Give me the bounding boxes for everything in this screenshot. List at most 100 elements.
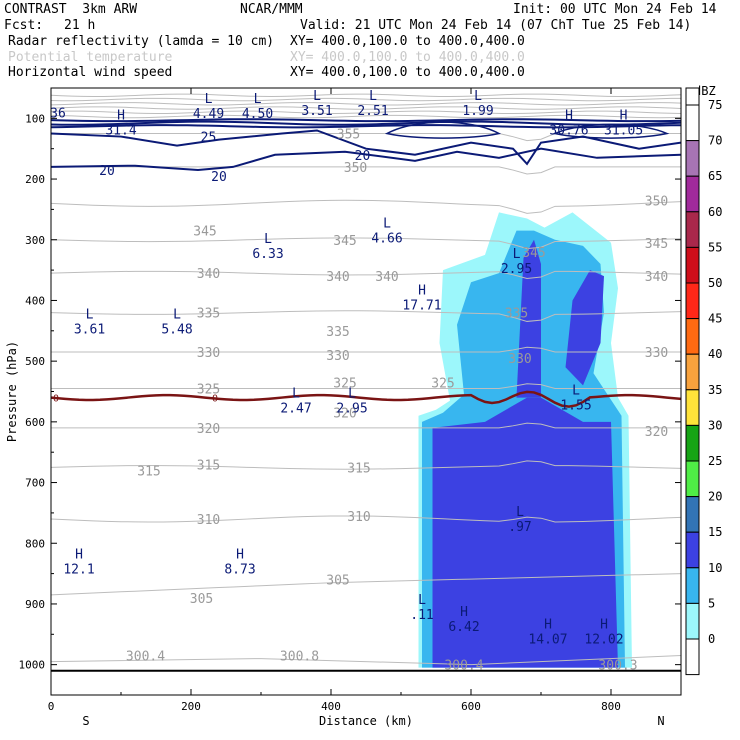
extremum-type-label: L bbox=[254, 92, 262, 107]
extremum-type-label: H bbox=[620, 109, 628, 124]
wind-speed-label: 20 bbox=[211, 170, 227, 185]
theta-contour bbox=[51, 310, 681, 322]
extremum-value-label: 3.51 bbox=[301, 104, 332, 119]
theta-label: 325 bbox=[333, 376, 356, 391]
init-time: Init: 00 UTC Mon 24 Feb 14 bbox=[513, 2, 717, 17]
field-xy-reflectivity: XY= 400.0,100.0 to 400.0,400.0 bbox=[290, 34, 525, 49]
y-tick-label: 500 bbox=[25, 355, 45, 368]
theta-contour bbox=[51, 515, 681, 523]
theta-label: 310 bbox=[197, 513, 220, 528]
colorbar-level-label: 0 bbox=[708, 632, 715, 646]
theta-label: 340 bbox=[326, 270, 349, 285]
extremum-value-label: 12.1 bbox=[63, 562, 94, 577]
colorbar-level-label: 70 bbox=[708, 134, 722, 148]
reflectivity-10dbz bbox=[422, 230, 625, 668]
theta-contour-upper bbox=[51, 93, 681, 97]
extremum-type-label: L bbox=[264, 232, 272, 247]
colorbar-level-label: 30 bbox=[708, 418, 722, 432]
field-name-theta: Potential temperature bbox=[8, 50, 173, 65]
theta-label: 305 bbox=[190, 592, 213, 607]
extremum-value-label: 2.51 bbox=[357, 104, 388, 119]
x-axis-north-label: N bbox=[657, 714, 664, 728]
plot-frame bbox=[50, 87, 682, 696]
colorbar-level-label: 25 bbox=[708, 454, 722, 468]
x-axis-label: Distance (km) bbox=[319, 714, 413, 728]
colorbar-level-label: 10 bbox=[708, 561, 722, 575]
colorbar-swatch bbox=[685, 353, 700, 391]
extremum-value-label: 5.48 bbox=[161, 323, 192, 338]
wind-jet-contour bbox=[51, 124, 681, 129]
x-tick-label: 800 bbox=[601, 700, 621, 713]
forecast-label: Fcst: bbox=[4, 18, 44, 33]
colorbar-level-label: 50 bbox=[708, 276, 722, 290]
theta-contour bbox=[51, 346, 681, 353]
extremum-type-label: L bbox=[383, 217, 391, 232]
colorbar-level-label: 45 bbox=[708, 312, 722, 326]
theta-label: 335 bbox=[197, 307, 220, 322]
extremum-type-label: H bbox=[75, 547, 83, 562]
colorbar-level-label: 55 bbox=[708, 240, 722, 254]
theta-contour-upper bbox=[51, 102, 681, 106]
x-tick-label: 600 bbox=[461, 700, 481, 713]
extremum-type-label: L bbox=[173, 308, 181, 323]
y-tick-label: 900 bbox=[25, 598, 45, 611]
theta-contour bbox=[51, 133, 681, 142]
colorbar-level-label: 65 bbox=[708, 169, 722, 183]
reflectivity-5dbz bbox=[418, 212, 632, 668]
extremum-type-label: L bbox=[474, 89, 482, 104]
theta-label: 305 bbox=[326, 574, 349, 589]
y-tick-label: 1000 bbox=[19, 659, 46, 672]
extremum-value-label: 1.99 bbox=[462, 104, 493, 119]
colorbar-level-label: 60 bbox=[708, 205, 722, 219]
reflectivity-15dbz bbox=[432, 397, 618, 668]
extremum-type-label: L bbox=[348, 387, 356, 402]
field-xy-wind: XY= 400.0,100.0 to 400.0,400.0 bbox=[290, 65, 525, 80]
theta-label: 325 bbox=[197, 382, 220, 397]
y-tick-label: 300 bbox=[25, 234, 45, 247]
colorbar-swatch bbox=[685, 282, 700, 320]
extremum-type-label: L bbox=[369, 89, 377, 104]
theta-label: 330 bbox=[508, 352, 531, 367]
theta-label: 315 bbox=[197, 458, 220, 473]
extremum-value-label: 14.07 bbox=[528, 632, 567, 647]
wind-closed-contour bbox=[384, 121, 502, 139]
theta-label: 345 bbox=[333, 234, 356, 249]
colorbar-swatch bbox=[685, 104, 700, 142]
y-tick-label: 800 bbox=[25, 537, 45, 550]
wind-20-contour bbox=[51, 147, 681, 171]
y-tick-label: 700 bbox=[25, 477, 45, 490]
extremum-value-label: .97 bbox=[508, 520, 531, 535]
colorbar-unit: dBZ bbox=[694, 84, 716, 98]
theta-label: 345 bbox=[193, 225, 216, 240]
colorbar-level-label: 40 bbox=[708, 347, 722, 361]
extremum-value-label: 8.73 bbox=[224, 562, 255, 577]
wind-speed-label: 25 bbox=[201, 131, 217, 146]
extremum-type-label: L bbox=[292, 387, 300, 402]
theta-label: 320 bbox=[197, 422, 220, 437]
theta-contour bbox=[51, 422, 681, 429]
extremum-value-label: 2.47 bbox=[280, 402, 311, 417]
theta-label: 315 bbox=[347, 461, 370, 476]
y-tick-label: 400 bbox=[25, 294, 45, 307]
theta-contour bbox=[51, 573, 681, 596]
theta-label: 330 bbox=[645, 346, 668, 361]
theta-label: 330 bbox=[326, 349, 349, 364]
theta-label: 345 bbox=[522, 246, 545, 261]
field-name-reflectivity: Radar reflectivity (lamda = 10 cm) bbox=[8, 34, 275, 49]
theta-contour-upper bbox=[51, 110, 681, 114]
colorbar-swatch bbox=[685, 246, 700, 284]
extremum-type-label: H bbox=[600, 617, 608, 632]
extremum-type-label: L bbox=[513, 247, 521, 262]
colorbar-swatch bbox=[685, 389, 700, 426]
extremum-value-label: 2.95 bbox=[336, 402, 367, 417]
colorbar-level-label: 5 bbox=[708, 596, 715, 610]
reflectivity-side-15dbz bbox=[565, 270, 604, 386]
theta-label: 350 bbox=[645, 194, 668, 209]
theta-contour-upper bbox=[51, 114, 681, 119]
extremum-type-label: L bbox=[205, 92, 213, 107]
colorbar-swatch bbox=[685, 424, 700, 462]
extremum-type-label: H bbox=[236, 547, 244, 562]
field-xy-theta: XY= 400.0,100.0 to 400.0,400.0 bbox=[290, 50, 525, 65]
y-axis-label: Pressure (hPa) bbox=[5, 341, 19, 442]
